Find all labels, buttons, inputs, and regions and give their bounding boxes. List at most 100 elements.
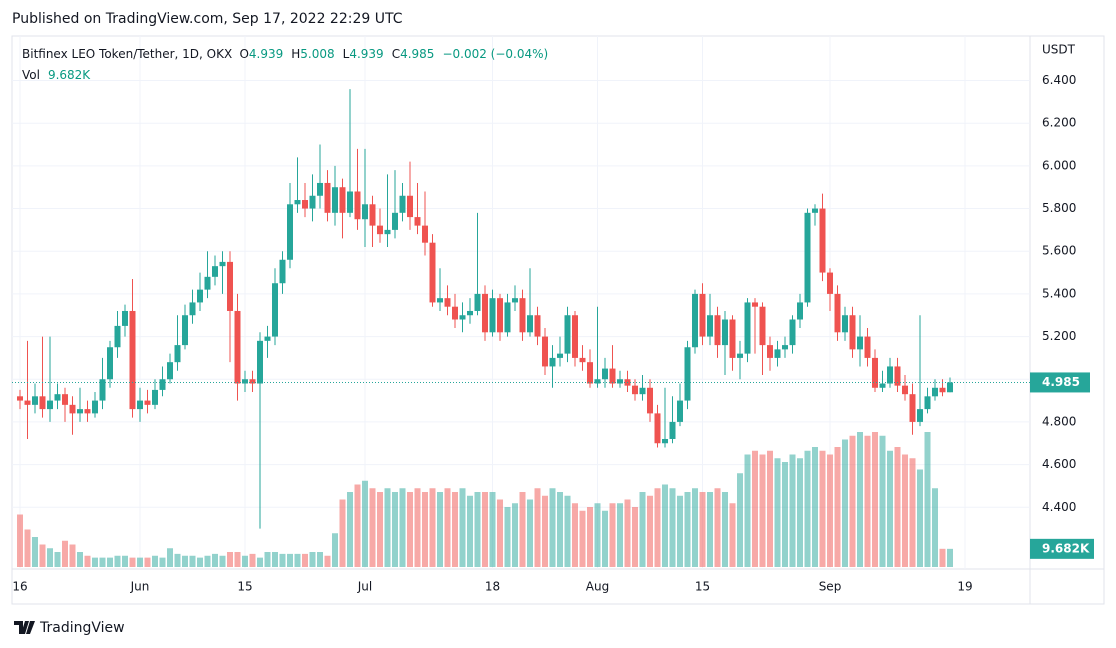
volume-bar (872, 432, 878, 567)
candle-body (354, 191, 361, 220)
volume-bar (587, 507, 593, 567)
volume-bar (774, 458, 781, 567)
candle-body (564, 315, 571, 354)
chart-frame (11, 35, 1105, 605)
y-tick-label: 6.000 (1042, 158, 1076, 172)
candle-body (647, 387, 653, 414)
candle-body (114, 325, 121, 348)
volume-bar (902, 454, 908, 567)
volume-bar (542, 495, 548, 567)
volume-bar (714, 488, 721, 567)
volume-bar (114, 555, 121, 567)
candle-body (197, 289, 203, 303)
volume-bar (84, 555, 91, 567)
price-badge-label: 4.985 (1042, 375, 1080, 389)
candle-body (849, 315, 856, 350)
candle-body (789, 319, 796, 346)
candle-body (279, 259, 286, 284)
y-tick-label: 4.600 (1042, 457, 1076, 471)
volume-bar (279, 553, 286, 567)
volume-bar (152, 555, 158, 567)
candle-body (242, 379, 248, 384)
candle-body (534, 315, 541, 337)
candle-body (62, 394, 68, 405)
volume-bar (422, 492, 428, 567)
candle-body (804, 212, 811, 303)
volume-bar (294, 553, 301, 567)
volume-bar (662, 484, 668, 567)
candle-body (542, 336, 548, 367)
volume-bar (699, 492, 706, 567)
candle-body (39, 396, 46, 410)
ohlc-value: 4.985 (400, 47, 434, 61)
volume-bar (864, 435, 871, 567)
volume-bar (219, 555, 226, 567)
y-tick-label: 4.800 (1042, 414, 1076, 428)
candle-body (152, 389, 158, 405)
candle-body (677, 400, 683, 422)
candle-body (879, 383, 886, 388)
candle-body (212, 266, 218, 277)
volume-bar (684, 492, 691, 567)
volume-bar (647, 495, 653, 567)
volume-bar (624, 499, 631, 567)
candle-body (767, 345, 773, 358)
volume-bar (692, 488, 698, 567)
candle-body (774, 349, 781, 358)
candle-body (129, 310, 136, 410)
candle-body (182, 315, 188, 346)
candle-body (557, 353, 563, 358)
legend: Bitfinex LEO Token/Tether, 1D, OKX O4.939… (22, 47, 548, 61)
candle-body (249, 379, 256, 384)
candle-body (189, 302, 196, 316)
volume-bar (467, 495, 473, 567)
volume-bar (887, 450, 893, 567)
volume-bar (917, 469, 923, 567)
candle-body (69, 404, 76, 414)
volume-bar (834, 447, 841, 567)
candle-body (812, 208, 818, 213)
volume-bar (234, 552, 241, 567)
volume-bar (339, 499, 346, 567)
volume-bar (894, 447, 901, 567)
candle-body (144, 400, 151, 405)
ohlc-letter: O (239, 47, 248, 61)
volume-bar (707, 492, 713, 567)
ohlc-value: 4.939 (249, 47, 283, 61)
volume-value: 9.682K (48, 68, 91, 82)
candle-body (699, 293, 706, 337)
volume-bar (197, 557, 203, 567)
candle-body (729, 319, 736, 358)
volume-bar (174, 553, 181, 567)
volume-bar (767, 450, 773, 567)
candle-body (692, 293, 698, 348)
candle-body (669, 421, 676, 439)
candle-body (167, 362, 173, 380)
volume-bar (317, 552, 323, 567)
candle-body (347, 191, 353, 213)
candle-body (452, 306, 458, 320)
candle-body (272, 283, 278, 337)
volume-bar (737, 473, 743, 567)
volume-bar (812, 447, 818, 567)
volume-bar (354, 484, 361, 567)
candle-body (99, 379, 106, 401)
volume-bar (744, 454, 751, 567)
y-tick-label: 5.200 (1042, 329, 1076, 343)
volume-bar (24, 529, 31, 567)
change: −0.002 (−0.04%) (442, 47, 548, 61)
candle-body (234, 310, 241, 384)
volume-bar (534, 488, 541, 567)
candle-body (332, 187, 338, 213)
candle-body (497, 298, 503, 333)
price-badge (1030, 372, 1090, 393)
candle-body (827, 272, 833, 294)
candle-body (594, 379, 601, 384)
volume-bar (857, 432, 863, 567)
x-tick-label: Sep (819, 580, 842, 594)
volume-bar (572, 503, 578, 567)
candle-body (842, 315, 848, 333)
volume-bar (54, 552, 61, 567)
candle-body (467, 310, 473, 316)
candle-body (92, 400, 98, 414)
